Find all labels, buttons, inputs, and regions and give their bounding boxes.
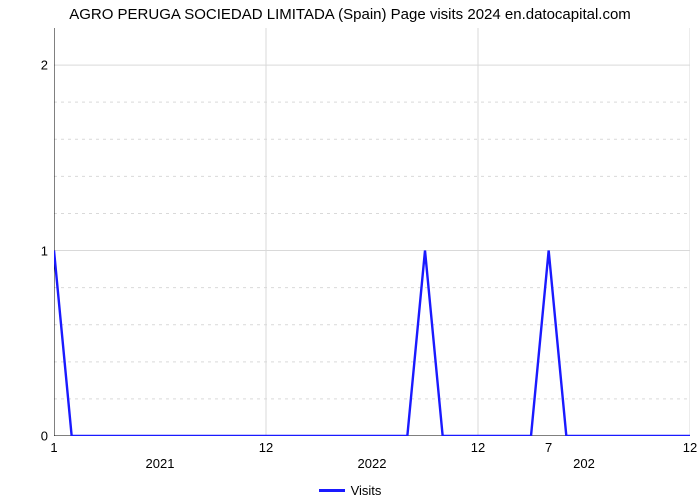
x-tick-label: 7 [545,440,552,455]
chart-svg [54,28,690,436]
y-tick-label: 1 [0,243,48,258]
x-tick-label: 12 [471,440,485,455]
x-group-label: 2021 [146,456,175,471]
x-tick-label: 12 [683,440,697,455]
x-tick-label: 1 [50,440,57,455]
legend: Visits [0,483,700,498]
plot-area [54,28,690,436]
chart-title: AGRO PERUGA SOCIEDAD LIMITADA (Spain) Pa… [0,6,700,23]
legend-swatch [319,489,345,492]
series-line [54,251,690,436]
chart-container: AGRO PERUGA SOCIEDAD LIMITADA (Spain) Pa… [0,0,700,500]
legend-label: Visits [351,483,382,498]
x-tick-label: 12 [259,440,273,455]
y-tick-label: 0 [0,429,48,444]
y-tick-label: 2 [0,58,48,73]
x-group-label: 2022 [358,456,387,471]
x-group-label: 202 [573,456,595,471]
